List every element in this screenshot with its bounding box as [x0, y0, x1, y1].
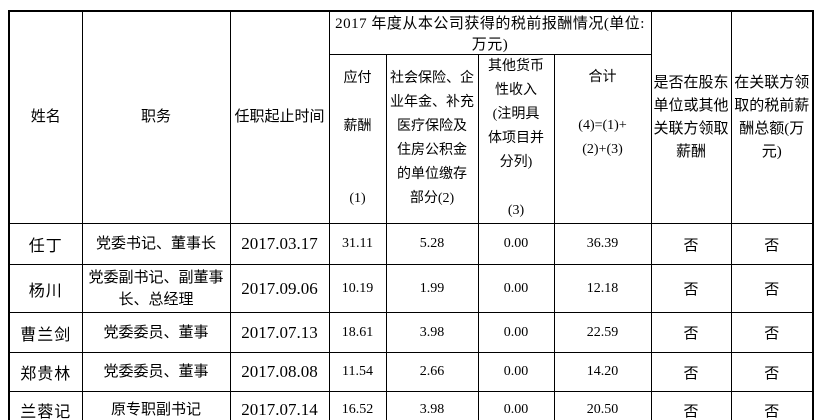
cell-other: 0.00 — [477, 264, 555, 313]
cell-payable: 18.61 — [328, 312, 387, 353]
cell-other: 0.00 — [477, 312, 555, 353]
cell-position: 党委委员、董事 — [81, 352, 231, 392]
col-header-term: 任职起止时间 — [229, 10, 330, 224]
cell-total: 20.50 — [553, 391, 652, 420]
header-row-sub: 应付 薪酬 (1) 社会保险、企 业年金、补充 医疗保险及 住房公积金 的单位缴… — [9, 54, 813, 224]
col-header-related-pay: 是否在股东 单位或其他 关联方领取 薪酬 — [650, 10, 732, 224]
cell-name: 杨川 — [8, 264, 83, 313]
cell-term: 2017.03.17 — [229, 223, 330, 265]
cell-related-pay: 否 — [650, 391, 732, 420]
cell-total: 14.20 — [553, 352, 652, 392]
cell-related-amount: 否 — [730, 352, 814, 392]
cell-term: 2017.08.08 — [229, 352, 330, 392]
cell-other: 0.00 — [477, 352, 555, 392]
cell-social: 3.98 — [385, 391, 479, 420]
cell-payable: 31.11 — [328, 223, 387, 265]
col-header-related-amount: 在关联方领 取的税前薪 酬总额(万 元) — [730, 10, 814, 224]
col-header-total: 合计 (4)=(1)+ (2)+(3) — [553, 54, 652, 224]
cell-other: 0.00 — [477, 391, 555, 420]
cell-related-pay: 否 — [650, 312, 732, 353]
cell-name: 郑贵林 — [8, 352, 83, 392]
cell-name: 任丁 — [8, 223, 83, 265]
cell-other: 0.00 — [477, 223, 555, 265]
cell-name: 曹兰剑 — [8, 312, 83, 353]
cell-name: 兰蓉记 — [8, 391, 83, 420]
cell-related-pay: 否 — [650, 223, 732, 265]
col-header-social-insurance: 社会保险、企 业年金、补充 医疗保险及 住房公积金 的单位缴存 部分(2) — [385, 54, 479, 224]
cell-total: 22.59 — [553, 312, 652, 353]
cell-social: 1.99 — [385, 264, 479, 313]
cell-related-pay: 否 — [650, 352, 732, 392]
col-header-compensation-group: 2017 年度从本公司获得的税前报酬情况(单位:万元) — [328, 10, 652, 55]
cell-total: 36.39 — [553, 223, 652, 265]
header-row-top: 姓名 职务 任职起止时间 2017 年度从本公司获得的税前报酬情况(单位:万元)… — [8, 10, 814, 224]
cell-social: 5.28 — [385, 223, 479, 265]
cell-position: 党委副书记、副董事 长、总经理 — [81, 264, 231, 313]
compensation-table: 姓名 职务 任职起止时间 2017 年度从本公司获得的税前报酬情况(单位:万元)… — [8, 10, 815, 420]
cell-related-amount: 否 — [730, 264, 814, 313]
cell-term: 2017.07.14 — [229, 391, 330, 420]
cell-term: 2017.07.13 — [229, 312, 330, 353]
cell-term: 2017.09.06 — [229, 264, 330, 313]
table-row: 兰蓉记 原专职副书记 2017.07.14 16.52 3.98 0.00 20… — [8, 391, 814, 420]
col-header-position: 职务 — [81, 10, 231, 224]
col-header-other-income: 其他货币 性收入 (注明具 体项目并 分列) (3) — [477, 54, 555, 224]
cell-related-pay: 否 — [650, 264, 732, 313]
table-row: 任丁 党委书记、董事长 2017.03.17 31.11 5.28 0.00 3… — [8, 223, 814, 265]
col-header-name: 姓名 — [8, 10, 83, 224]
cell-payable: 11.54 — [328, 352, 387, 392]
table-row: 曹兰剑 党委委员、董事 2017.07.13 18.61 3.98 0.00 2… — [8, 312, 814, 353]
cell-total: 12.18 — [553, 264, 652, 313]
cell-position: 原专职副书记 — [81, 391, 231, 420]
cell-social: 3.98 — [385, 312, 479, 353]
cell-payable: 10.19 — [328, 264, 387, 313]
col-header-payable: 应付 薪酬 (1) — [328, 54, 387, 224]
cell-related-amount: 否 — [730, 223, 814, 265]
table-row: 杨川 党委副书记、副董事 长、总经理 2017.09.06 10.19 1.99… — [8, 264, 814, 313]
cell-related-amount: 否 — [730, 312, 814, 353]
cell-payable: 16.52 — [328, 391, 387, 420]
cell-social: 2.66 — [385, 352, 479, 392]
table-row: 郑贵林 党委委员、董事 2017.08.08 11.54 2.66 0.00 1… — [8, 352, 814, 392]
cell-position: 党委委员、董事 — [81, 312, 231, 353]
cell-related-amount: 否 — [730, 391, 814, 420]
cell-position: 党委书记、董事长 — [81, 223, 231, 265]
